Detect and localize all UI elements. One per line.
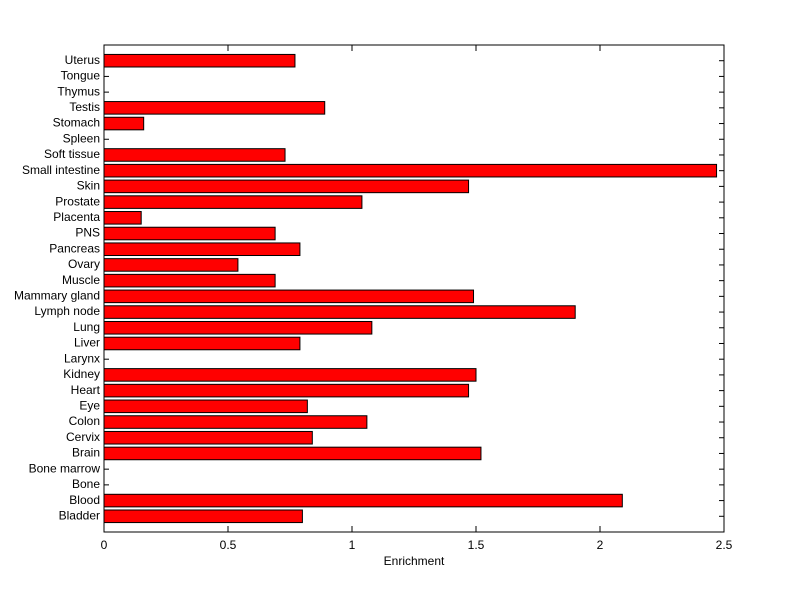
bar	[103, 509, 303, 524]
bar	[103, 273, 276, 288]
y-tick-label: Lymph node	[34, 304, 100, 318]
x-tick-label: 0	[101, 538, 108, 552]
bar	[103, 116, 145, 131]
bar	[103, 226, 276, 241]
y-tick-label: Uterus	[65, 53, 100, 67]
y-tick-label: Bladder	[59, 508, 100, 522]
y-tick-label: Thymus	[57, 84, 100, 98]
y-tick-label: Lung	[73, 320, 100, 334]
bar	[103, 383, 470, 398]
x-tick-label: 0.5	[220, 538, 237, 552]
bar	[103, 179, 470, 194]
bar	[103, 305, 576, 319]
bar	[103, 289, 475, 304]
y-tick-label: Eye	[79, 398, 100, 412]
bar	[103, 336, 301, 351]
bar	[103, 320, 373, 335]
y-tick-label: Bone marrow	[29, 461, 101, 475]
bar	[103, 101, 326, 115]
bar	[103, 242, 301, 257]
y-tick-label: Skin	[77, 179, 100, 193]
bar	[103, 368, 477, 382]
bar	[103, 258, 239, 272]
y-tick-label: Testis	[69, 100, 100, 114]
x-axis-label: Enrichment	[384, 554, 445, 568]
y-tick-label: Placenta	[53, 210, 100, 224]
y-tick-label: Small intestine	[22, 163, 100, 177]
y-tick-label: Mammary gland	[14, 289, 100, 303]
y-tick-label: PNS	[75, 226, 100, 240]
bar	[103, 493, 623, 508]
bar	[103, 430, 313, 445]
bar	[103, 148, 286, 162]
y-tick-label: Soft tissue	[44, 147, 100, 161]
y-tick-label: Cervix	[66, 430, 100, 444]
y-tick-label: Larynx	[64, 351, 100, 365]
y-tick-label: Brain	[72, 446, 100, 460]
y-tick-label: Heart	[71, 383, 101, 397]
y-tick-label: Pancreas	[49, 241, 100, 255]
bar	[103, 415, 368, 429]
x-tick-label: 1.5	[468, 538, 485, 552]
bar	[103, 211, 142, 225]
x-tick-label: 1	[349, 538, 356, 552]
y-tick-label: Ovary	[68, 257, 100, 271]
y-tick-label: Blood	[69, 493, 100, 507]
y-tick-label: Spleen	[63, 131, 100, 145]
y-tick-label: Prostate	[55, 194, 100, 208]
x-tick-label: 2	[597, 538, 604, 552]
y-tick-label: Liver	[74, 336, 100, 350]
x-tick-label: 2.5	[716, 538, 733, 552]
y-tick-label: Kidney	[63, 367, 100, 381]
y-tick-label: Bone	[72, 477, 100, 491]
y-tick-label: Muscle	[62, 273, 100, 287]
bar	[103, 399, 308, 414]
y-tick-label: Stomach	[53, 116, 100, 130]
y-tick-label: Colon	[69, 414, 100, 428]
bar	[103, 195, 363, 209]
bar	[103, 446, 482, 461]
bar	[103, 53, 296, 68]
bar	[103, 163, 718, 178]
y-tick-label: Tongue	[61, 69, 101, 83]
